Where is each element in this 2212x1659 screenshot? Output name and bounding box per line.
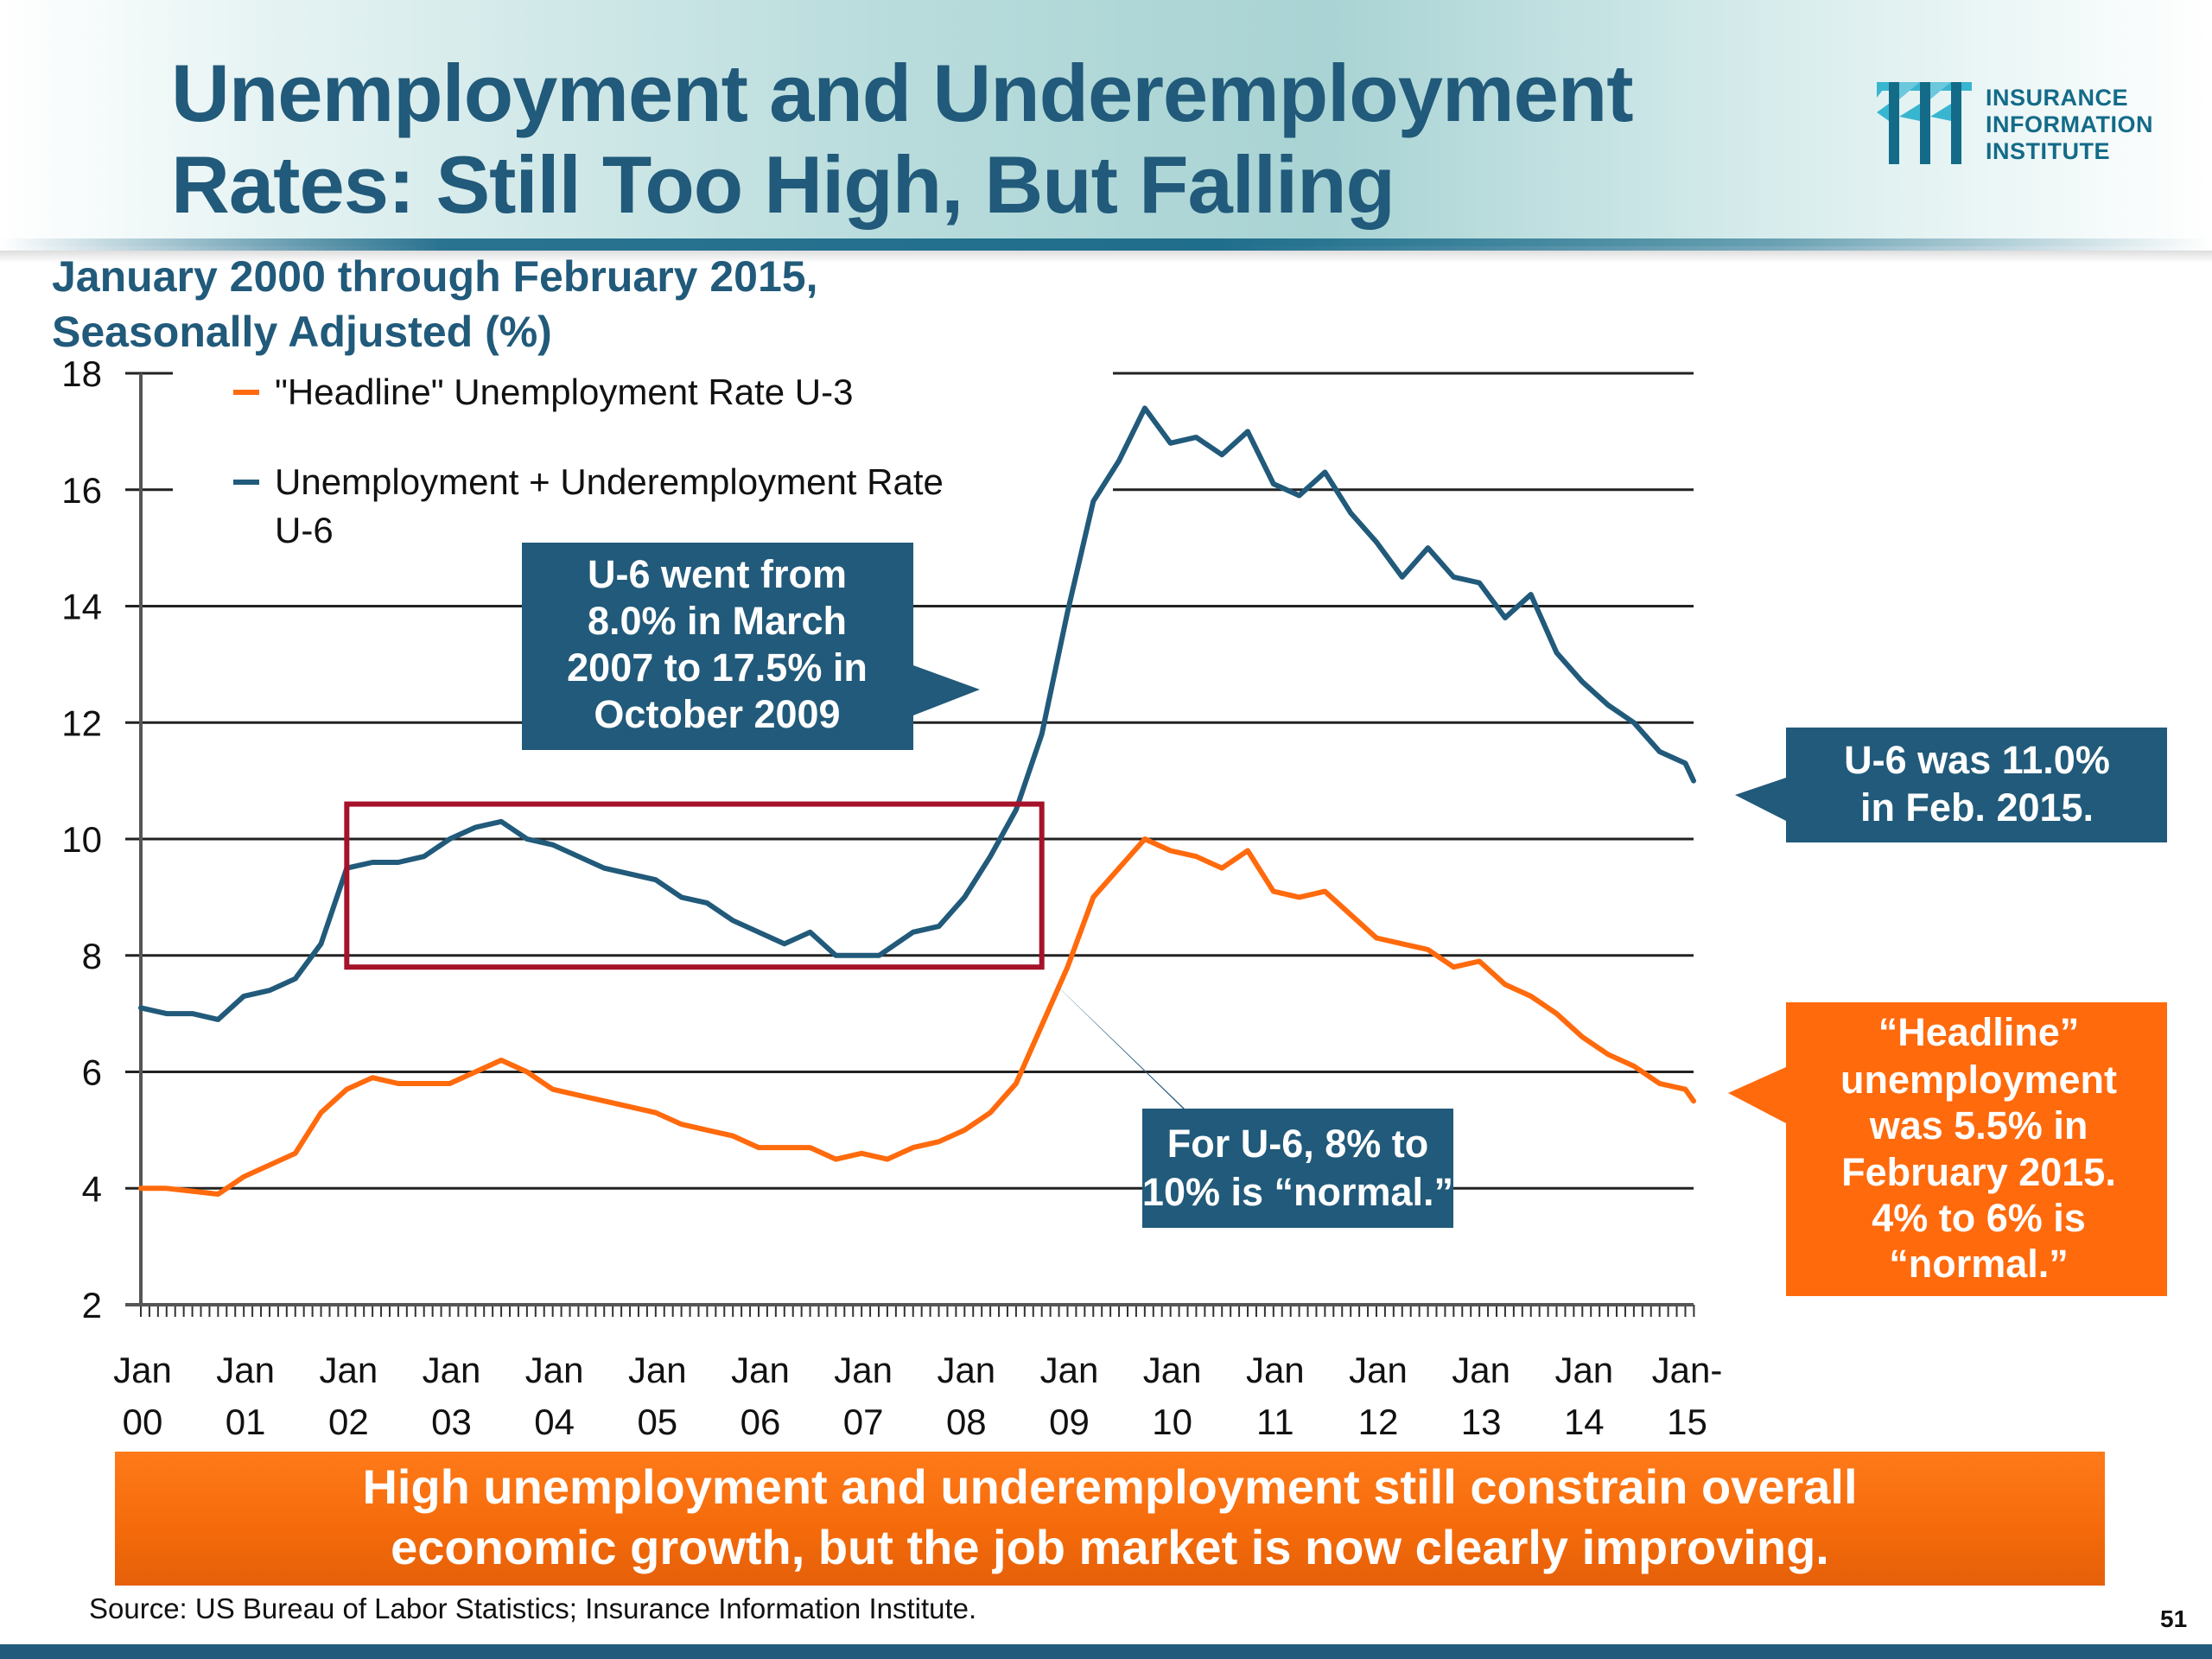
header-divider bbox=[0, 238, 2212, 251]
x-tick-label-month: Jan bbox=[1040, 1350, 1099, 1390]
x-tick-label-month: Jan bbox=[319, 1350, 378, 1390]
subtitle-line-1: January 2000 through February 2015, bbox=[52, 252, 818, 301]
legend-label-u6: Unemployment + Underemployment Rate bbox=[275, 461, 944, 502]
x-tick-label-year: 08 bbox=[946, 1402, 987, 1442]
legend-label-u3: "Headline" Unemployment Rate U-3 bbox=[275, 372, 853, 412]
x-tick-label-year: 00 bbox=[123, 1402, 163, 1442]
x-tick-label-month: Jan bbox=[1349, 1350, 1408, 1390]
callout-u6-range-line-3: 2007 to 17.5% in bbox=[567, 645, 868, 690]
series-lines bbox=[138, 405, 1696, 1197]
callout-u6-range: U-6 went from 8.0% in March 2007 to 17.5… bbox=[522, 543, 980, 750]
x-tick-label-month: Jan bbox=[1143, 1350, 1202, 1390]
iii-logo-icon bbox=[1877, 82, 1972, 164]
x-tick-label-year: 05 bbox=[637, 1402, 677, 1442]
callout-u3-latest: “Headline” unemployment was 5.5% in Febr… bbox=[1728, 1002, 2167, 1296]
callout-u3-latest-line-4: February 2015. bbox=[1841, 1150, 2116, 1194]
normal-range-box bbox=[344, 801, 1045, 970]
x-tick-label-year: 13 bbox=[1461, 1402, 1502, 1442]
x-tick-label-month: Jan bbox=[1246, 1350, 1305, 1390]
callout-u6-normal-shape bbox=[1046, 975, 1453, 1228]
x-tick-label-year: 09 bbox=[1049, 1402, 1090, 1442]
x-tick-label-year: 01 bbox=[226, 1402, 266, 1442]
callout-u6-range-line-1: U-6 went from bbox=[588, 552, 847, 596]
takeaway-banner-text: High unemployment and underemployment st… bbox=[115, 1457, 2105, 1578]
callout-u6-normal-line-2: 10% is “normal.” bbox=[1142, 1170, 1453, 1214]
banner-line-2: economic growth, but the job market is n… bbox=[391, 1520, 1829, 1574]
title-line-2: Rates: Still Too High, But Falling bbox=[171, 139, 1395, 230]
callout-u6-latest: U-6 was 11.0% in Feb. 2015. bbox=[1735, 728, 2167, 842]
x-tick-label-month: Jan bbox=[1452, 1350, 1510, 1390]
x-tick-label-month: Jan- bbox=[1652, 1350, 1723, 1390]
x-axis-ticks bbox=[140, 1305, 1695, 1317]
x-tick-label-year: 04 bbox=[534, 1402, 575, 1442]
subtitle-line-2: Seasonally Adjusted (%) bbox=[52, 308, 552, 356]
callout-u6-range-line-4: October 2009 bbox=[594, 692, 840, 736]
page-number: 51 bbox=[2160, 1605, 2188, 1632]
x-tick-label-month: Jan bbox=[423, 1350, 481, 1390]
x-tick-label-month: Jan bbox=[113, 1350, 172, 1390]
x-tick-label-year: 11 bbox=[1256, 1402, 1294, 1442]
callout-u3-latest-line-1: “Headline” bbox=[1878, 1010, 2080, 1054]
callout-u6-normal: For U-6, 8% to 10% is “normal.” bbox=[1046, 975, 1453, 1228]
logo-line-3: INSTITUTE bbox=[1986, 138, 2110, 164]
callout-u6-latest-line-1: U-6 was 11.0% bbox=[1844, 738, 2110, 782]
source-note: Source: US Bureau of Labor Statistics; I… bbox=[89, 1592, 977, 1624]
legend: "Headline" Unemployment Rate U-3 Unemplo… bbox=[233, 372, 944, 550]
x-tick-label-year: 03 bbox=[431, 1402, 472, 1442]
y-tick-label: 6 bbox=[82, 1052, 102, 1093]
y-axis-ticks: 2 4 6 8 10 12 14 16 18 bbox=[61, 353, 102, 1325]
series-line-u3 bbox=[138, 836, 1696, 1197]
callout-u6-latest-shape bbox=[1735, 728, 2167, 842]
x-tick-label-year: 12 bbox=[1358, 1402, 1399, 1442]
page-title: Unemployment and Underemployment Rates: … bbox=[171, 48, 1634, 231]
callout-u3-latest-line-2: unemployment bbox=[1840, 1058, 2117, 1102]
x-tick-label-year: 10 bbox=[1152, 1402, 1192, 1442]
callout-u3-latest-shape bbox=[1728, 1002, 2167, 1296]
x-tick-label-year: 02 bbox=[328, 1402, 369, 1442]
x-tick-label-year: 07 bbox=[843, 1402, 884, 1442]
x-tick-label-month: Jan bbox=[731, 1350, 790, 1390]
header-background bbox=[0, 0, 2212, 246]
callout-u3-latest-line-5: 4% to 6% is bbox=[1872, 1196, 2086, 1240]
x-tick-label-month: Jan bbox=[525, 1350, 584, 1390]
logo-mark bbox=[1877, 82, 1972, 164]
logo-line-2: INFORMATION bbox=[1986, 111, 2153, 137]
y-tick-label: 12 bbox=[61, 702, 102, 743]
takeaway-banner bbox=[115, 1452, 2105, 1586]
callout-u6-normal-line-1: For U-6, 8% to bbox=[1167, 1122, 1429, 1166]
y-tick-label: 8 bbox=[82, 936, 102, 976]
y-tick-label: 2 bbox=[82, 1285, 102, 1325]
legend-background bbox=[173, 359, 1113, 540]
callout-u6-range-line-2: 8.0% in March bbox=[588, 599, 847, 643]
logo-wordmark: INSURANCE INFORMATION INSTITUTE bbox=[1986, 85, 2153, 165]
header-shadow bbox=[0, 251, 2212, 263]
callout-u3-latest-line-6: “normal.” bbox=[1889, 1242, 2069, 1286]
y-tick-label: 14 bbox=[61, 587, 102, 627]
x-tick-label-month: Jan bbox=[216, 1350, 275, 1390]
legend-label-u6-line2: U-6 bbox=[275, 510, 334, 550]
x-tick-label-month: Jan bbox=[628, 1350, 687, 1390]
callout-u3-latest-line-3: was 5.5% in bbox=[1869, 1103, 2088, 1147]
logo-line-1: INSURANCE bbox=[1986, 85, 2129, 111]
x-tick-label-month: Jan bbox=[834, 1350, 893, 1390]
x-tick-label-year: 06 bbox=[741, 1402, 781, 1442]
line-chart: 2 4 6 8 10 12 14 16 18 Jan 00 Jan 01 Jan 02 Jan 03 Jan 04… bbox=[61, 353, 2167, 1442]
x-tick-label-month: Jan bbox=[1554, 1350, 1613, 1390]
x-tick-label-month: Jan bbox=[937, 1350, 995, 1390]
series-line-u6 bbox=[138, 405, 1696, 1022]
y-tick-label: 16 bbox=[61, 470, 102, 511]
y-tick-label: 4 bbox=[82, 1168, 102, 1209]
x-axis-labels: Jan 00 Jan 01 Jan 02 Jan 03 Jan 04 Jan 05 Jan 06 Jan 07… bbox=[113, 1350, 1722, 1442]
callout-u6-latest-line-2: in Feb. 2015. bbox=[1860, 785, 2094, 830]
chart-subtitle: January 2000 through February 2015, Seas… bbox=[52, 249, 817, 359]
callout-u6-range-shape bbox=[522, 543, 980, 750]
x-tick-label-year: 15 bbox=[1667, 1402, 1707, 1442]
title-line-1: Unemployment and Underemployment bbox=[171, 48, 1634, 138]
banner-line-1: High unemployment and underemployment st… bbox=[362, 1459, 1858, 1514]
x-tick-label-year: 14 bbox=[1564, 1402, 1605, 1442]
y-tick-label: 18 bbox=[61, 353, 102, 394]
y-tick-label: 10 bbox=[61, 819, 102, 860]
footer-bar bbox=[0, 1644, 2212, 1659]
